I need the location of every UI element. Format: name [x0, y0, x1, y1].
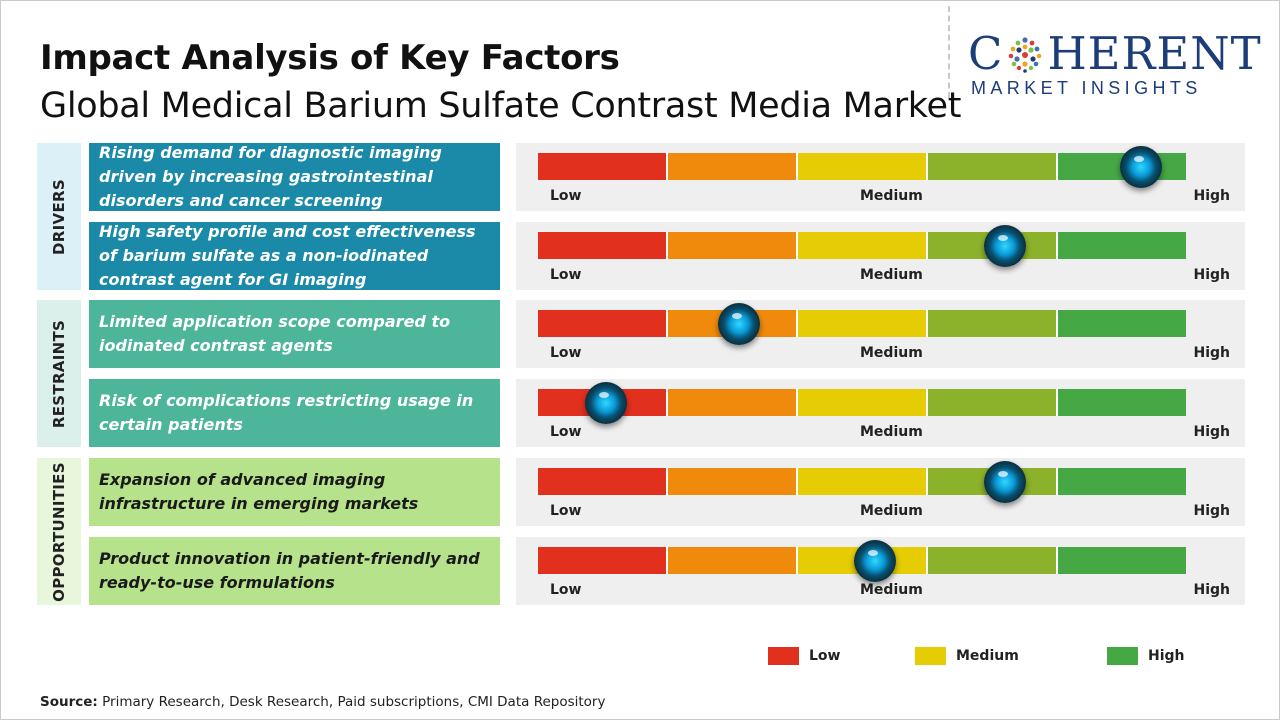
- source-text: Primary Research, Desk Research, Paid su…: [102, 694, 606, 710]
- gauge-segment-3: [798, 232, 928, 259]
- impact-indicator-knob: [585, 381, 628, 424]
- impact-gauge: Low Medium High: [516, 537, 1245, 605]
- gauge-label-medium: Medium: [860, 582, 923, 598]
- chart-legend: Low Medium High: [768, 647, 1228, 667]
- gauge-label-low: Low: [550, 424, 582, 440]
- gauge-label-low: Low: [550, 188, 582, 204]
- impact-indicator-knob: [983, 224, 1026, 267]
- gauge-label-high: High: [1193, 267, 1230, 283]
- gauge-label-medium: Medium: [860, 267, 923, 283]
- gauge-segment-4: [928, 310, 1058, 337]
- gauge-label-low: Low: [550, 582, 582, 598]
- gauge-label-low: Low: [550, 345, 582, 361]
- source-label: Source:: [40, 694, 98, 710]
- gauge-segment-5: [1058, 310, 1186, 337]
- factor-text: Limited application scope compared to io…: [99, 312, 451, 355]
- gauge-segment-5: [1058, 232, 1186, 259]
- gauge-label-low: Low: [550, 267, 582, 283]
- gauge-segment-5: [1058, 389, 1186, 416]
- source-note: Source: Primary Research, Desk Research,…: [40, 694, 605, 710]
- gauge-segment-3: [798, 468, 928, 495]
- impact-gauge: Low Medium High: [516, 300, 1245, 368]
- gauge-segment-4: [928, 389, 1058, 416]
- impact-indicator-knob: [1119, 145, 1162, 188]
- gauge-label-high: High: [1193, 345, 1230, 361]
- factor-box: Expansion of advanced imaging infrastruc…: [89, 458, 500, 526]
- impact-gauge: Low Medium High: [516, 222, 1245, 290]
- logo-tagline: MARKET INSIGHTS: [971, 78, 1202, 98]
- category-restraints: RESTRAINTS: [37, 300, 81, 447]
- logo-wordmark: C: [968, 30, 1262, 78]
- gauge-segment-2: [668, 232, 798, 259]
- gauge-segment-3: [798, 310, 928, 337]
- legend-label-medium: Medium: [956, 648, 1019, 664]
- gauge-label-high: High: [1193, 424, 1230, 440]
- factor-box: Rising demand for diagnostic imaging dri…: [89, 143, 500, 211]
- gauge-label-medium: Medium: [860, 188, 923, 204]
- gauge-segment-4: [928, 153, 1058, 180]
- factor-box: Product innovation in patient-friendly a…: [89, 537, 500, 605]
- logo-letter-c: C: [968, 27, 1004, 80]
- logo-letters-rest: HERENT: [1047, 27, 1262, 80]
- gauge-segment-2: [668, 153, 798, 180]
- impact-indicator-knob: [983, 460, 1026, 503]
- legend-swatch-low: [768, 647, 799, 665]
- gauge-segment-1: [538, 232, 668, 259]
- gauge-segment-5: [1058, 547, 1186, 574]
- gauge-segment-3: [798, 153, 928, 180]
- gauge-segment-1: [538, 153, 668, 180]
- factor-box: Limited application scope compared to io…: [89, 300, 500, 368]
- factor-box: High safety profile and cost effectivene…: [89, 222, 500, 290]
- category-label: OPPORTUNITIES: [50, 461, 68, 602]
- gauge-segment-4: [928, 547, 1058, 574]
- gauge-label-high: High: [1193, 188, 1230, 204]
- gauge-segment-3: [798, 389, 928, 416]
- legend-item-medium: Medium: [915, 647, 1019, 665]
- coherent-logo: C: [968, 30, 1263, 100]
- gauge-bar: [538, 232, 1186, 259]
- gauge-label-medium: Medium: [860, 503, 923, 519]
- legend-label-low: Low: [809, 648, 841, 664]
- gauge-label-medium: Medium: [860, 424, 923, 440]
- factor-text: Expansion of advanced imaging infrastruc…: [99, 470, 419, 513]
- impact-gauge: Low Medium High: [516, 379, 1245, 447]
- gauge-label-medium: Medium: [860, 345, 923, 361]
- factor-box: Risk of complications restricting usage …: [89, 379, 500, 447]
- category-label: DRIVERS: [50, 178, 68, 255]
- impact-indicator-knob: [717, 302, 760, 345]
- gauge-label-high: High: [1193, 582, 1230, 598]
- legend-swatch-medium: [915, 647, 946, 665]
- page-subtitle: Global Medical Barium Sulfate Contrast M…: [40, 86, 962, 126]
- gauge-segment-2: [668, 547, 798, 574]
- gauge-label-high: High: [1193, 503, 1230, 519]
- page-title: Impact Analysis of Key Factors: [40, 38, 620, 78]
- gauge-segment-1: [538, 468, 668, 495]
- gauge-segment-1: [538, 310, 668, 337]
- gauge-segment-1: [538, 547, 668, 574]
- gauge-segment-5: [1058, 468, 1186, 495]
- gauge-segment-2: [668, 468, 798, 495]
- header-divider: [948, 6, 950, 98]
- impact-gauge: Low Medium High: [516, 458, 1245, 526]
- gauge-bar: [538, 310, 1186, 337]
- gauge-bar: [538, 153, 1186, 180]
- gauge-bar: [538, 389, 1186, 416]
- factor-text: Risk of complications restricting usage …: [99, 391, 474, 434]
- factor-text: Rising demand for diagnostic imaging dri…: [99, 143, 442, 210]
- legend-swatch-high: [1107, 647, 1138, 665]
- legend-item-high: High: [1107, 647, 1185, 665]
- impact-gauge: Low Medium High: [516, 143, 1245, 211]
- legend-label-high: High: [1148, 648, 1185, 664]
- legend-item-low: Low: [768, 647, 840, 665]
- impact-indicator-knob: [853, 539, 896, 582]
- category-drivers: DRIVERS: [37, 143, 81, 290]
- factor-text: Product innovation in patient-friendly a…: [99, 549, 480, 592]
- gauge-segment-2: [668, 389, 798, 416]
- category-label: RESTRAINTS: [50, 319, 69, 428]
- globe-icon: [1005, 34, 1045, 74]
- category-opportunities: OPPORTUNITIES: [37, 458, 81, 605]
- gauge-bar: [538, 468, 1186, 495]
- gauge-label-low: Low: [550, 503, 582, 519]
- factor-text: High safety profile and cost effectivene…: [99, 222, 476, 289]
